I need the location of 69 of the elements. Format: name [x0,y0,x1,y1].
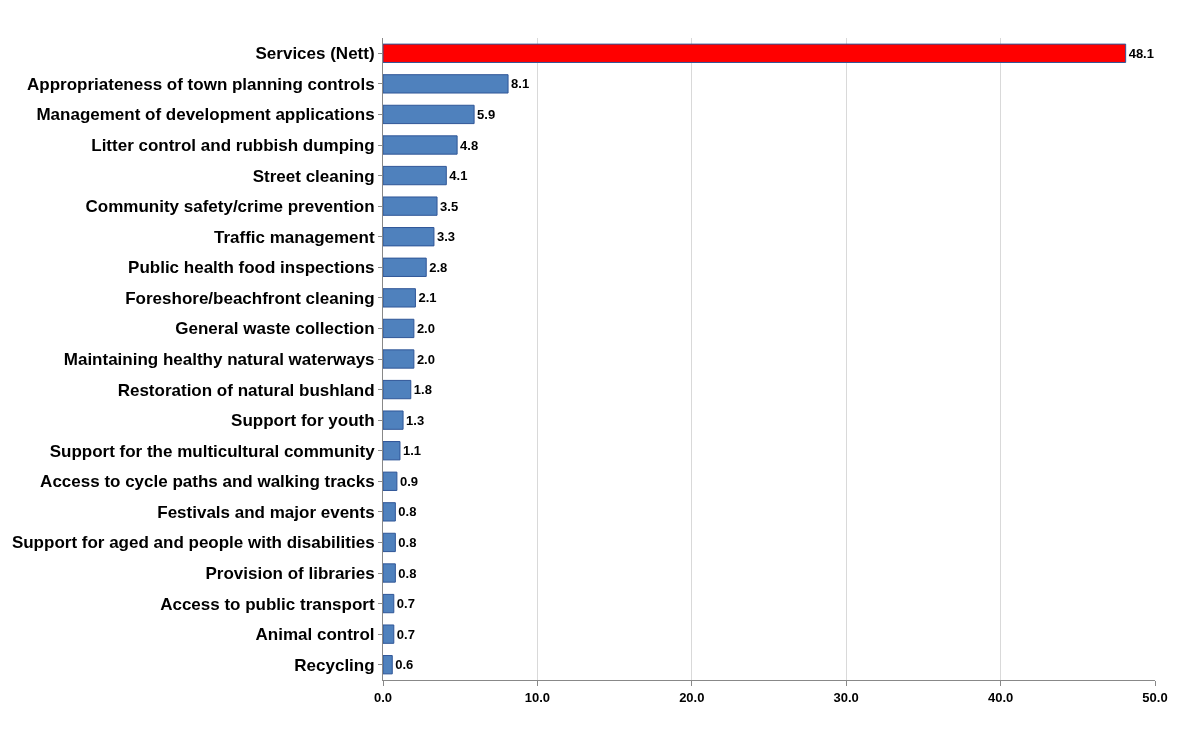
bar [383,43,1127,63]
y-tick-label: Recycling [294,655,375,675]
y-tick-label: Appropriateness of town planning controls [27,74,375,94]
data-label: 3.5 [440,198,459,214]
y-tick-label: Support for youth [231,411,375,431]
bar [383,532,396,553]
bar [383,196,438,216]
y-tick-label: Access to public transport [160,594,375,614]
y-tick-label: Community safety/crime prevention [85,197,375,217]
data-label: 5.9 [477,106,496,122]
bar [383,410,404,430]
y-tick-label: Access to cycle paths and walking tracks [40,472,375,492]
bar [383,349,415,369]
data-label: 0.7 [396,596,415,612]
x-tick-label: 50.0 [1142,689,1168,705]
data-label: 4.1 [449,168,468,184]
y-tick-label: General waste collection [175,319,375,339]
bar [383,441,401,461]
y-tick-label: Services (Nett) [255,44,375,64]
data-label: 48.1 [1128,45,1154,61]
y-tick-label: Restoration of natural bushland [117,380,375,400]
x-tick-label: 20.0 [679,689,705,705]
x-tick-label: 0.0 [373,689,393,705]
bar [383,655,393,675]
bar [383,104,475,125]
bar [383,165,447,186]
data-label: 1.8 [413,382,432,398]
bar [383,135,458,155]
y-tick-label: Traffic management [213,227,375,247]
bar [383,563,396,583]
x-tick-label: 10.0 [524,689,551,705]
data-label: 2.0 [416,351,435,367]
y-tick-label: Festivals and major events [157,502,375,522]
y-tick-label: Animal control [255,625,375,645]
y-tick-label: Support for aged and people with disabilities [11,533,375,553]
data-label: 0.7 [396,626,415,642]
y-tick-label: Management of development applications [36,105,375,125]
bar [383,471,398,491]
data-label: 1.3 [406,412,425,428]
x-tick-label: 30.0 [833,689,859,705]
data-label: 2.8 [429,259,448,275]
y-tick-label: Support for the multicultural community [49,441,376,461]
bar [383,227,435,247]
data-label: 2.1 [418,290,437,306]
y-tick-label: Street cleaning [252,166,375,186]
data-label: 0.9 [399,473,418,489]
bar [383,318,415,339]
data-label: 4.8 [460,137,479,153]
data-label: 1.1 [402,443,422,459]
bar [383,502,396,522]
bar [383,624,395,644]
y-tick-label: Provision of libraries [205,563,375,583]
y-tick-label: Foreshore/beachfront cleaning [125,288,375,308]
x-tick-label: 40.0 [987,689,1014,705]
data-label: 3.3 [436,229,456,245]
bar [383,593,395,614]
data-label: 0.6 [395,657,414,673]
y-tick-label: Litter control and rubbish dumping [91,135,375,155]
bar [383,257,427,277]
bar [383,74,509,94]
data-label: 0.8 [398,504,417,520]
y-tick-label: Public health food inspections [128,258,375,278]
data-label: 0.8 [398,565,417,581]
y-tick-label: Maintaining healthy natural waterways [63,349,375,369]
bar [383,288,416,308]
bar [383,379,412,400]
data-label: 8.1 [511,76,530,92]
data-label: 2.0 [416,320,435,336]
data-label: 0.8 [398,534,417,550]
